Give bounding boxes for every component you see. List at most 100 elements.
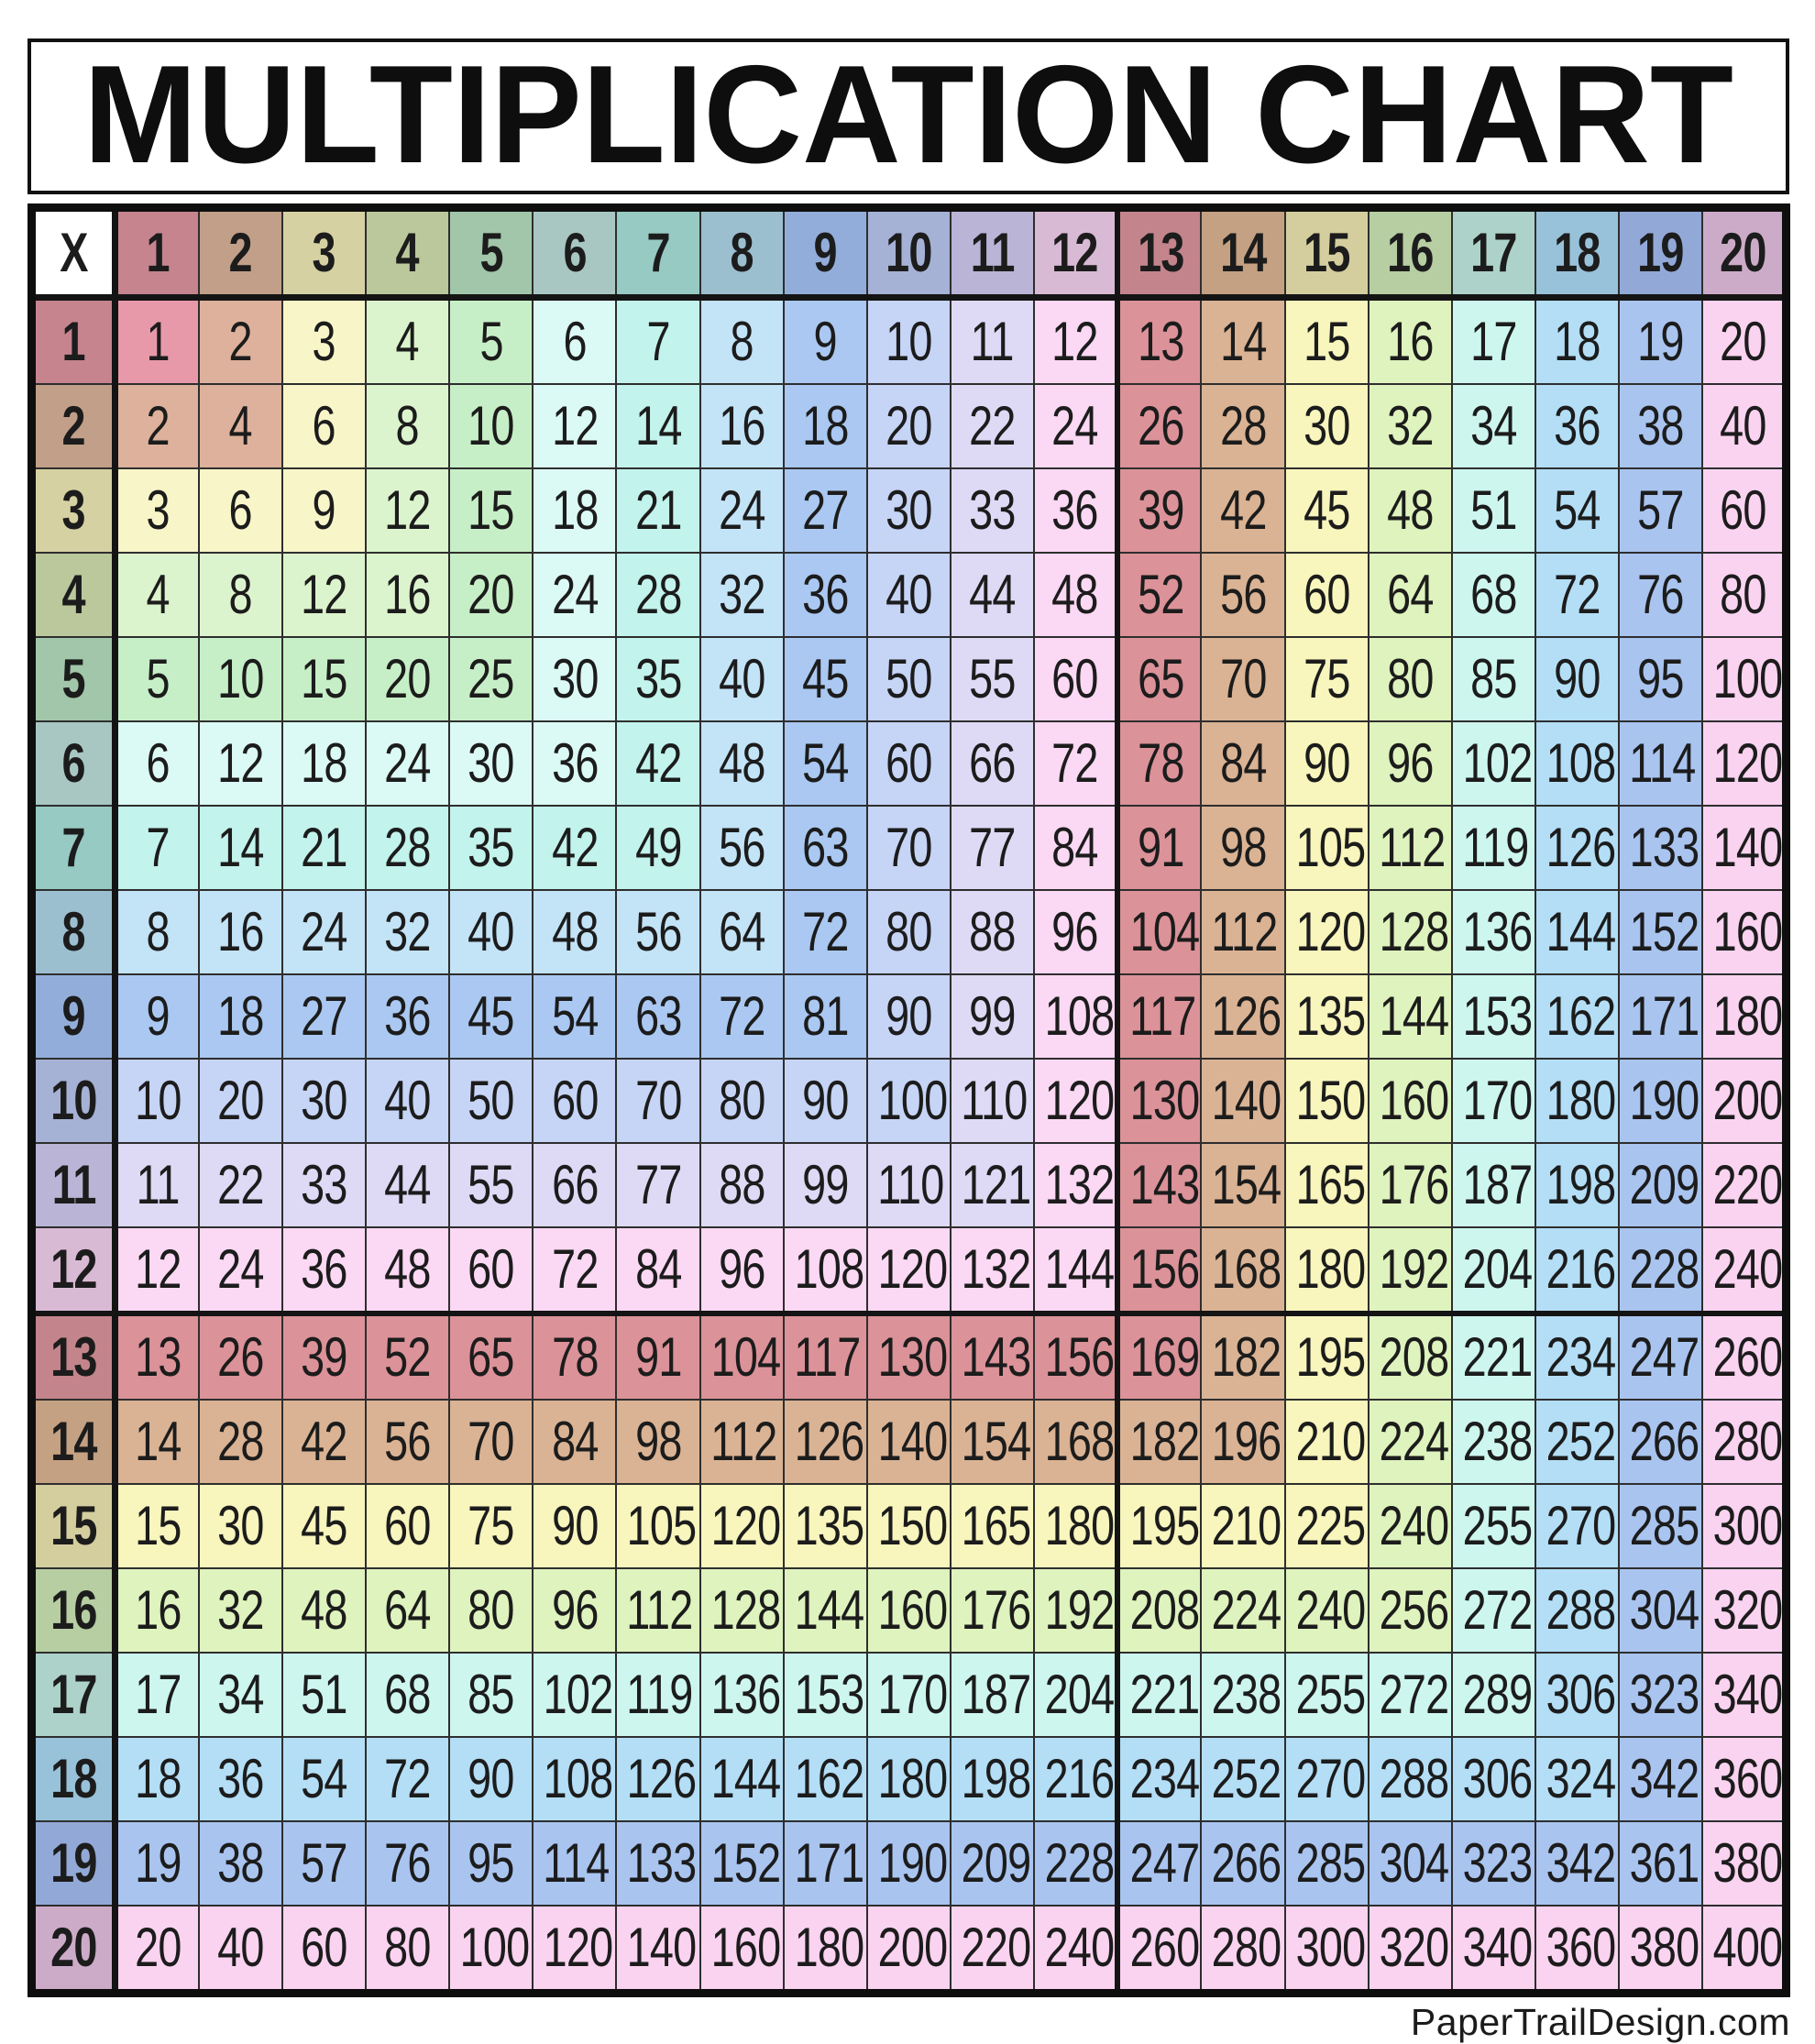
product-cell: 45 (448, 973, 534, 1060)
product-cell: 105 (615, 1483, 701, 1569)
product-cell: 154 (950, 1399, 1036, 1485)
product-cell-label: 77 (969, 817, 1016, 878)
product-cell-label: 16 (1387, 311, 1434, 372)
product-cell-label: 90 (886, 985, 932, 1047)
table-row: 13 13 26 39 52 65 78 91 104 117 130 143 156 169 182 195… (30, 1313, 1788, 1401)
product-cell-label: 143 (1130, 1154, 1200, 1215)
product-cell: 80 (865, 889, 952, 975)
product-cell-label: 288 (1379, 1748, 1449, 1809)
multiplication-table: X 1 2 3 4 5 6 7 8 9 10 11 12 13 14 15 16 17 18 19 20 1 1 2 3 4 5 6 7… (28, 203, 1790, 1997)
product-cell: 133 (1618, 805, 1704, 891)
product-cell: 26 (197, 1313, 283, 1401)
title-svg: MULTIPLICATION CHART (83, 42, 1733, 191)
product-cell: 54 (1534, 467, 1621, 554)
product-cell: 285 (1283, 1820, 1370, 1907)
product-cell-label: 100 (1712, 648, 1784, 709)
product-cell: 320 (1701, 1567, 1788, 1654)
product-cell-label: 72 (551, 1238, 599, 1300)
product-cell: 95 (448, 1820, 534, 1907)
product-cell: 57 (1618, 467, 1704, 554)
product-cell-label: 35 (634, 648, 682, 709)
product-cell-label: 45 (468, 985, 515, 1047)
product-cell: 95 (1618, 636, 1704, 722)
col-header-cell: 9 (782, 206, 868, 301)
product-cell-label: 81 (802, 985, 849, 1047)
product-cell: 104 (698, 1313, 785, 1401)
product-cell: 99 (782, 1142, 868, 1228)
row-header-cell-label: 11 (51, 1154, 97, 1215)
product-cell-label: 1 (146, 311, 170, 372)
table-row: 18 18 36 54 72 90 108 126 144 162 180 198 216 234 252 2… (30, 1736, 1788, 1822)
product-cell-label: 40 (217, 1917, 264, 1978)
product-cell: 48 (1367, 467, 1453, 554)
product-cell: 152 (698, 1820, 785, 1907)
product-cell: 16 (365, 552, 451, 638)
product-cell: 136 (1450, 889, 1537, 975)
product-cell: 252 (1200, 1736, 1286, 1822)
product-cell: 144 (698, 1736, 785, 1822)
product-cell: 204 (1033, 1652, 1121, 1738)
product-cell-label: 4 (395, 311, 420, 372)
product-cell-label: 24 (301, 901, 347, 962)
product-cell: 60 (1283, 552, 1370, 638)
product-cell: 36 (365, 973, 451, 1060)
product-cell-label: 75 (1303, 648, 1350, 709)
product-cell-label: 102 (544, 1664, 614, 1725)
product-cell-label: 128 (710, 1579, 781, 1641)
product-cell-label: 200 (877, 1917, 949, 1978)
product-cell-label: 54 (1554, 479, 1600, 541)
product-cell: 360 (1534, 1905, 1621, 1995)
product-cell-label: 240 (1044, 1917, 1115, 1978)
product-cell: 16 (197, 889, 283, 975)
table-row: 10 10 20 30 40 50 60 70 80 90 100 110 120 130 140 150 16… (30, 1058, 1788, 1144)
product-cell-label: 99 (969, 985, 1016, 1047)
product-cell: 24 (1033, 383, 1121, 469)
product-cell-label: 48 (551, 901, 599, 962)
product-cell-label: 234 (1546, 1326, 1617, 1388)
product-cell-label: 247 (1629, 1326, 1700, 1388)
product-cell-label: 14 (217, 817, 264, 878)
product-cell: 15 (280, 636, 368, 722)
product-cell-label: 152 (710, 1832, 781, 1894)
product-cell: 90 (782, 1058, 868, 1144)
product-cell-label: 51 (301, 1664, 347, 1725)
product-cell-label: 90 (1554, 648, 1600, 709)
product-cell-label: 195 (1295, 1326, 1366, 1388)
product-cell-label: 224 (1379, 1411, 1449, 1472)
product-cell-label: 28 (384, 817, 431, 878)
product-cell-label: 85 (468, 1664, 515, 1725)
product-cell-label: 255 (1295, 1664, 1366, 1725)
product-cell: 28 (615, 552, 701, 638)
col-header-cell-label: 16 (1387, 222, 1434, 283)
product-cell: 36 (1033, 467, 1121, 554)
product-cell: 120 (1283, 889, 1370, 975)
product-cell: 204 (1450, 1226, 1537, 1316)
product-cell: 90 (1283, 720, 1370, 807)
product-cell: 19 (114, 1820, 200, 1907)
product-cell: 13 (1116, 296, 1203, 385)
product-cell-label: 12 (384, 479, 431, 541)
product-cell: 224 (1200, 1567, 1286, 1654)
product-cell-label: 11 (136, 1154, 181, 1215)
product-cell-label: 171 (1629, 985, 1700, 1047)
product-cell: 126 (1200, 973, 1286, 1060)
product-cell: 247 (1618, 1313, 1704, 1401)
product-cell: 4 (197, 383, 283, 469)
product-cell: 60 (448, 1226, 534, 1316)
product-cell: 13 (114, 1313, 200, 1401)
product-cell-label: 140 (1212, 1070, 1282, 1131)
product-cell-label: 75 (468, 1495, 515, 1556)
product-cell-label: 42 (634, 732, 682, 794)
product-cell: 38 (197, 1820, 283, 1907)
product-cell: 14 (1200, 296, 1286, 385)
product-cell-label: 198 (1546, 1154, 1617, 1215)
product-cell: 48 (698, 720, 785, 807)
product-cell: 42 (1200, 467, 1286, 554)
product-cell-label: 98 (1219, 817, 1267, 878)
product-cell-label: 17 (1470, 311, 1517, 372)
product-cell-label: 12 (551, 395, 599, 456)
product-cell-label: 42 (1219, 479, 1267, 541)
product-cell-label: 135 (1295, 985, 1366, 1047)
col-header-cell-label: 12 (1051, 222, 1099, 283)
product-cell: 288 (1534, 1567, 1621, 1654)
